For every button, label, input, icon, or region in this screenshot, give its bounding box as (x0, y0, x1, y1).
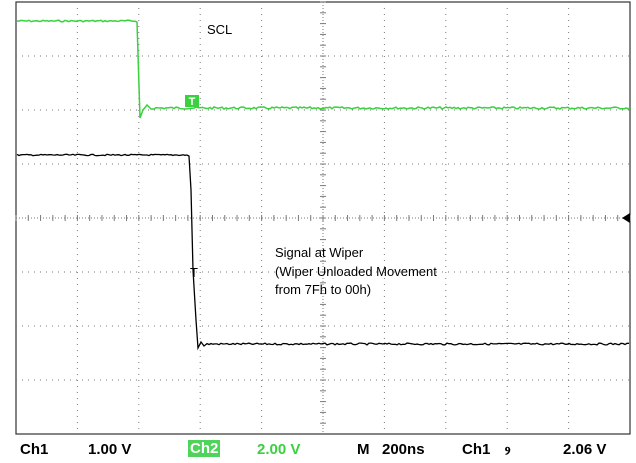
wiper-label-line1: Signal at Wiper (275, 245, 364, 260)
trigger-slope-icon: ⳋ (505, 441, 511, 458)
graticule-grid (15, 1, 631, 434)
ch1-cursor-marker: T (190, 265, 198, 280)
ch1-scale: 1.00 V (88, 441, 132, 458)
ch1-label: Ch1 (20, 441, 49, 458)
trigger-source: Ch1 (462, 441, 491, 458)
timebase-label: M (357, 441, 370, 458)
trigger-marker: T (189, 96, 196, 108)
ch2-scl-trace (16, 19, 631, 119)
wiper-label-line2: (Wiper Unloaded Movement (275, 264, 437, 279)
status-bar: Ch1 1.00 V Ch2 2.00 V M 200ns Ch1 ⳋ 2.06… (0, 436, 636, 463)
scl-label: SCL (207, 22, 233, 37)
ch2-scale: 2.00 V (257, 441, 301, 458)
wiper-label-line3: from 7Fh to 00h) (275, 282, 372, 297)
trigger-level-arrow-icon (622, 213, 630, 223)
ch2-label: Ch2 (188, 440, 221, 457)
trigger-marker-box (185, 95, 199, 107)
trigger-level: 2.06 V (563, 441, 607, 458)
ch1-wiper-trace (16, 153, 629, 351)
oscilloscope-display: T T (15, 1, 631, 435)
timebase-value: 200ns (382, 441, 425, 458)
